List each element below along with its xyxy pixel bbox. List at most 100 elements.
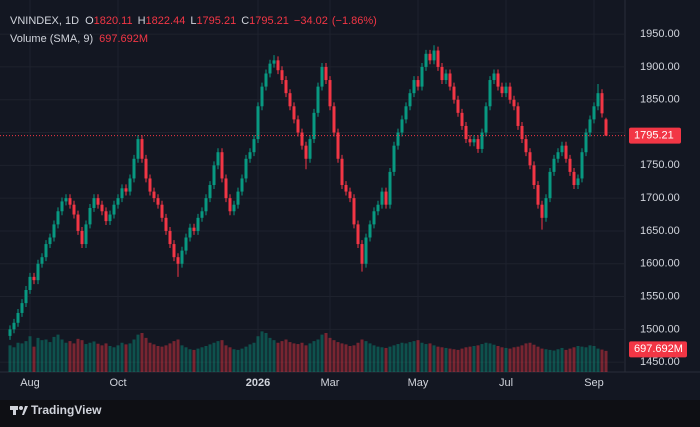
- volume-bar: [452, 349, 456, 372]
- candle-body: [528, 152, 532, 166]
- x-tick-label: Sep: [584, 377, 604, 389]
- candle-body: [108, 214, 112, 222]
- x-tick-label: Jul: [499, 377, 513, 389]
- candle-body: [136, 139, 140, 159]
- candle-body: [476, 139, 480, 149]
- candle-body: [380, 191, 384, 205]
- volume-bar: [252, 342, 256, 372]
- volume-bar: [328, 337, 332, 372]
- volume-bar: [540, 348, 544, 372]
- x-tick-label: 2026: [246, 377, 270, 389]
- volume-bar: [536, 346, 540, 372]
- y-tick-label: 1550.00: [640, 290, 680, 302]
- tv-logo: [10, 406, 28, 415]
- volume-bar: [592, 346, 596, 372]
- candle-body: [312, 112, 316, 140]
- volume-bar: [216, 341, 220, 372]
- volume-bar: [16, 342, 20, 372]
- candle-body: [200, 211, 204, 218]
- volume-bar: [164, 345, 168, 372]
- candle-body: [456, 99, 460, 113]
- volume-bar: [152, 344, 156, 372]
- candle-body: [212, 165, 216, 186]
- candle-body: [336, 132, 340, 159]
- candle-body: [32, 276, 36, 281]
- candle-body: [596, 93, 600, 107]
- candle-body: [484, 106, 488, 133]
- volume-bar: [12, 347, 16, 372]
- candle-body: [408, 93, 412, 107]
- candle-body: [496, 73, 500, 87]
- candle-body: [164, 217, 168, 231]
- ohlc-prefix: C: [241, 15, 249, 27]
- volume-bar: [492, 344, 496, 372]
- candle-body: [488, 80, 492, 107]
- candle-body: [152, 191, 156, 199]
- volume-bar: [520, 345, 524, 372]
- volume-bar: [132, 339, 136, 372]
- candle-body: [184, 237, 188, 251]
- volume-bar: [96, 343, 100, 372]
- candle-body: [372, 211, 376, 225]
- volume-bar: [360, 339, 364, 372]
- candle-body: [84, 224, 88, 245]
- candle-body: [492, 73, 496, 81]
- candle-body: [532, 165, 536, 186]
- candle-body: [52, 224, 56, 238]
- volume-bar: [160, 346, 164, 372]
- candle-body: [572, 171, 576, 186]
- volume-bar: [552, 350, 556, 372]
- candle-body: [368, 224, 372, 238]
- volume-bar: [124, 344, 128, 372]
- volume-bar: [24, 341, 28, 372]
- volume-bar: [352, 345, 356, 372]
- candle-body: [8, 329, 12, 336]
- candle-body: [236, 191, 240, 205]
- x-tick-label: Oct: [109, 377, 126, 389]
- ohlc-prefix: O: [85, 15, 94, 27]
- volume-bar: [548, 349, 552, 372]
- volume-bar: [564, 349, 568, 372]
- y-tick-label: 1750.00: [640, 159, 680, 171]
- candle-body: [284, 80, 288, 94]
- volume-bar: [108, 346, 112, 372]
- volume-bar: [172, 341, 176, 372]
- candle-body: [208, 185, 212, 199]
- volume-bar: [572, 347, 576, 372]
- volume-bar: [348, 346, 352, 372]
- candle-body: [512, 99, 516, 107]
- candle-body: [120, 188, 124, 199]
- candle-body: [348, 191, 352, 199]
- candle-body: [376, 204, 380, 212]
- candle-body: [116, 198, 120, 205]
- volume-sma-value: 697.692M: [99, 33, 148, 45]
- candle-body: [544, 198, 548, 218]
- candle-body: [584, 132, 588, 153]
- candle-body: [364, 237, 368, 264]
- candle-body: [124, 188, 128, 192]
- volume-bar: [120, 342, 124, 372]
- volume-bar: [176, 339, 180, 372]
- candle-body: [40, 257, 44, 264]
- volume-bar: [292, 343, 296, 372]
- volume-bar: [432, 345, 436, 372]
- volume-bar: [576, 346, 580, 372]
- volume-bar: [372, 345, 376, 372]
- volume-bar: [304, 345, 308, 372]
- candle-body: [72, 204, 76, 215]
- last-price-label: 1795.21: [634, 130, 674, 142]
- y-tick-label: 1650.00: [640, 225, 680, 237]
- candle-body: [16, 312, 20, 323]
- volume-bar: [424, 344, 428, 372]
- volume-bar: [284, 339, 288, 372]
- volume-bar: [272, 340, 276, 372]
- candle-body: [524, 139, 528, 153]
- candle-body: [92, 198, 96, 208]
- candle-body: [452, 86, 456, 100]
- volume-bar: [64, 342, 68, 372]
- candle-body: [188, 227, 192, 238]
- volume-bar: [428, 343, 432, 372]
- candle-body: [232, 204, 236, 212]
- candle-body: [552, 158, 556, 172]
- candle-body: [296, 119, 300, 133]
